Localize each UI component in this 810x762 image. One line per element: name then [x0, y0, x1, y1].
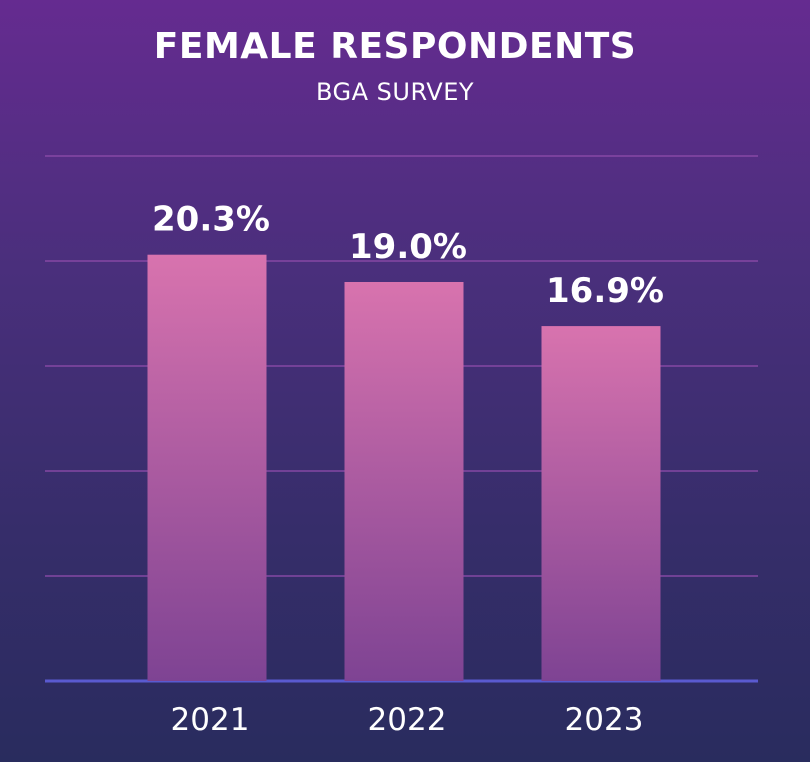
value-labels: 20.3% 19.0% 16.9% — [152, 200, 664, 311]
x-tick-2023: 2023 — [565, 702, 644, 738]
bar-2023 — [541, 326, 661, 681]
chart-subtitle: BGA SURVEY — [315, 78, 475, 106]
x-axis-ticks: 2021 2022 2023 — [171, 702, 644, 738]
data-label-2021: 20.3% — [152, 200, 270, 240]
data-label-2022: 19.0% — [349, 227, 467, 267]
data-label-2023: 16.9% — [546, 271, 664, 311]
bar-2021 — [147, 254, 267, 681]
x-tick-2021: 2021 — [171, 702, 250, 738]
chart-title: FEMALE RESPONDENTS — [153, 26, 637, 67]
bar-2022 — [344, 282, 464, 681]
x-tick-2022: 2022 — [368, 702, 447, 738]
bars — [147, 254, 661, 681]
